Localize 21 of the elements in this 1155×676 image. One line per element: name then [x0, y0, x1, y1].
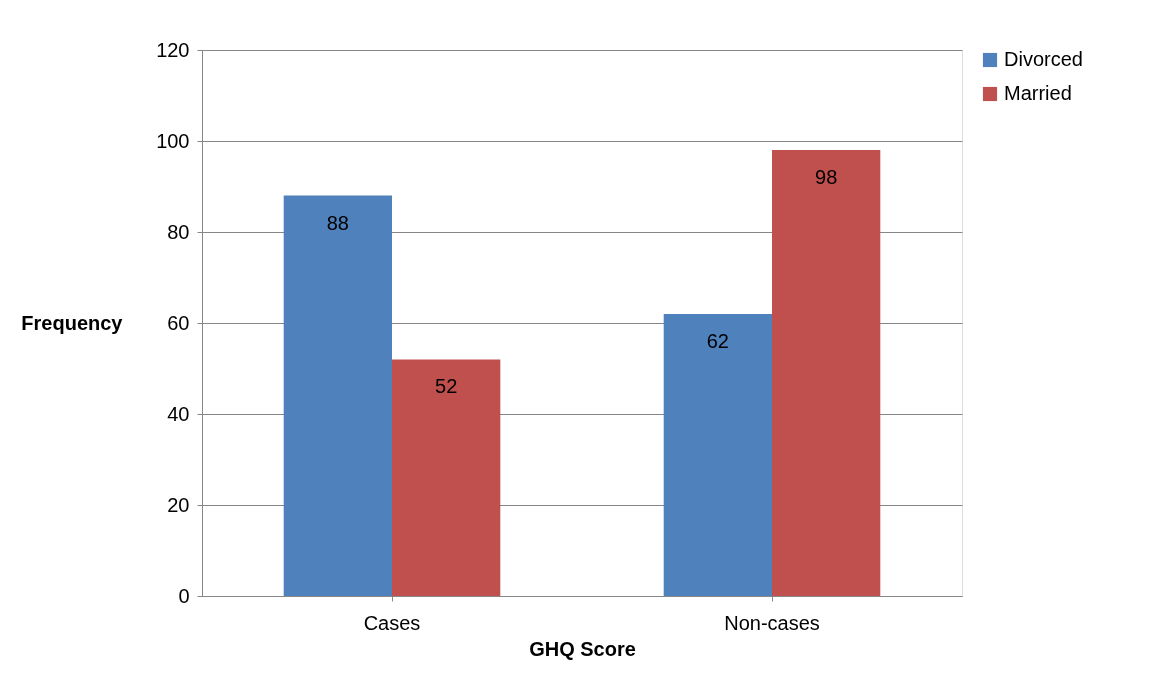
data-label: 98 [815, 166, 838, 189]
y-tick-label: 80 [167, 220, 190, 243]
y-tick-label: 120 [156, 38, 190, 61]
x-tick-label: Cases [363, 611, 421, 634]
y-tick-label: 0 [178, 584, 190, 607]
bar [772, 150, 881, 596]
data-label: 88 [326, 211, 349, 234]
y-axis-title: Frequency [21, 311, 124, 334]
y-tick-label: 60 [167, 311, 190, 334]
y-tick-label: 100 [156, 129, 190, 152]
legend-label: Divorced [1004, 48, 1083, 70]
bar [283, 195, 392, 596]
x-axis-title: GHQ Score [529, 637, 636, 660]
y-tick-label: 20 [167, 493, 190, 516]
data-label: 62 [706, 329, 729, 352]
bar [392, 359, 501, 596]
legend-label: Married [1004, 82, 1072, 104]
data-label: 52 [435, 375, 458, 398]
y-tick-label: 40 [167, 402, 190, 425]
bar [663, 313, 772, 596]
x-tick-label: Non-cases [724, 611, 820, 634]
